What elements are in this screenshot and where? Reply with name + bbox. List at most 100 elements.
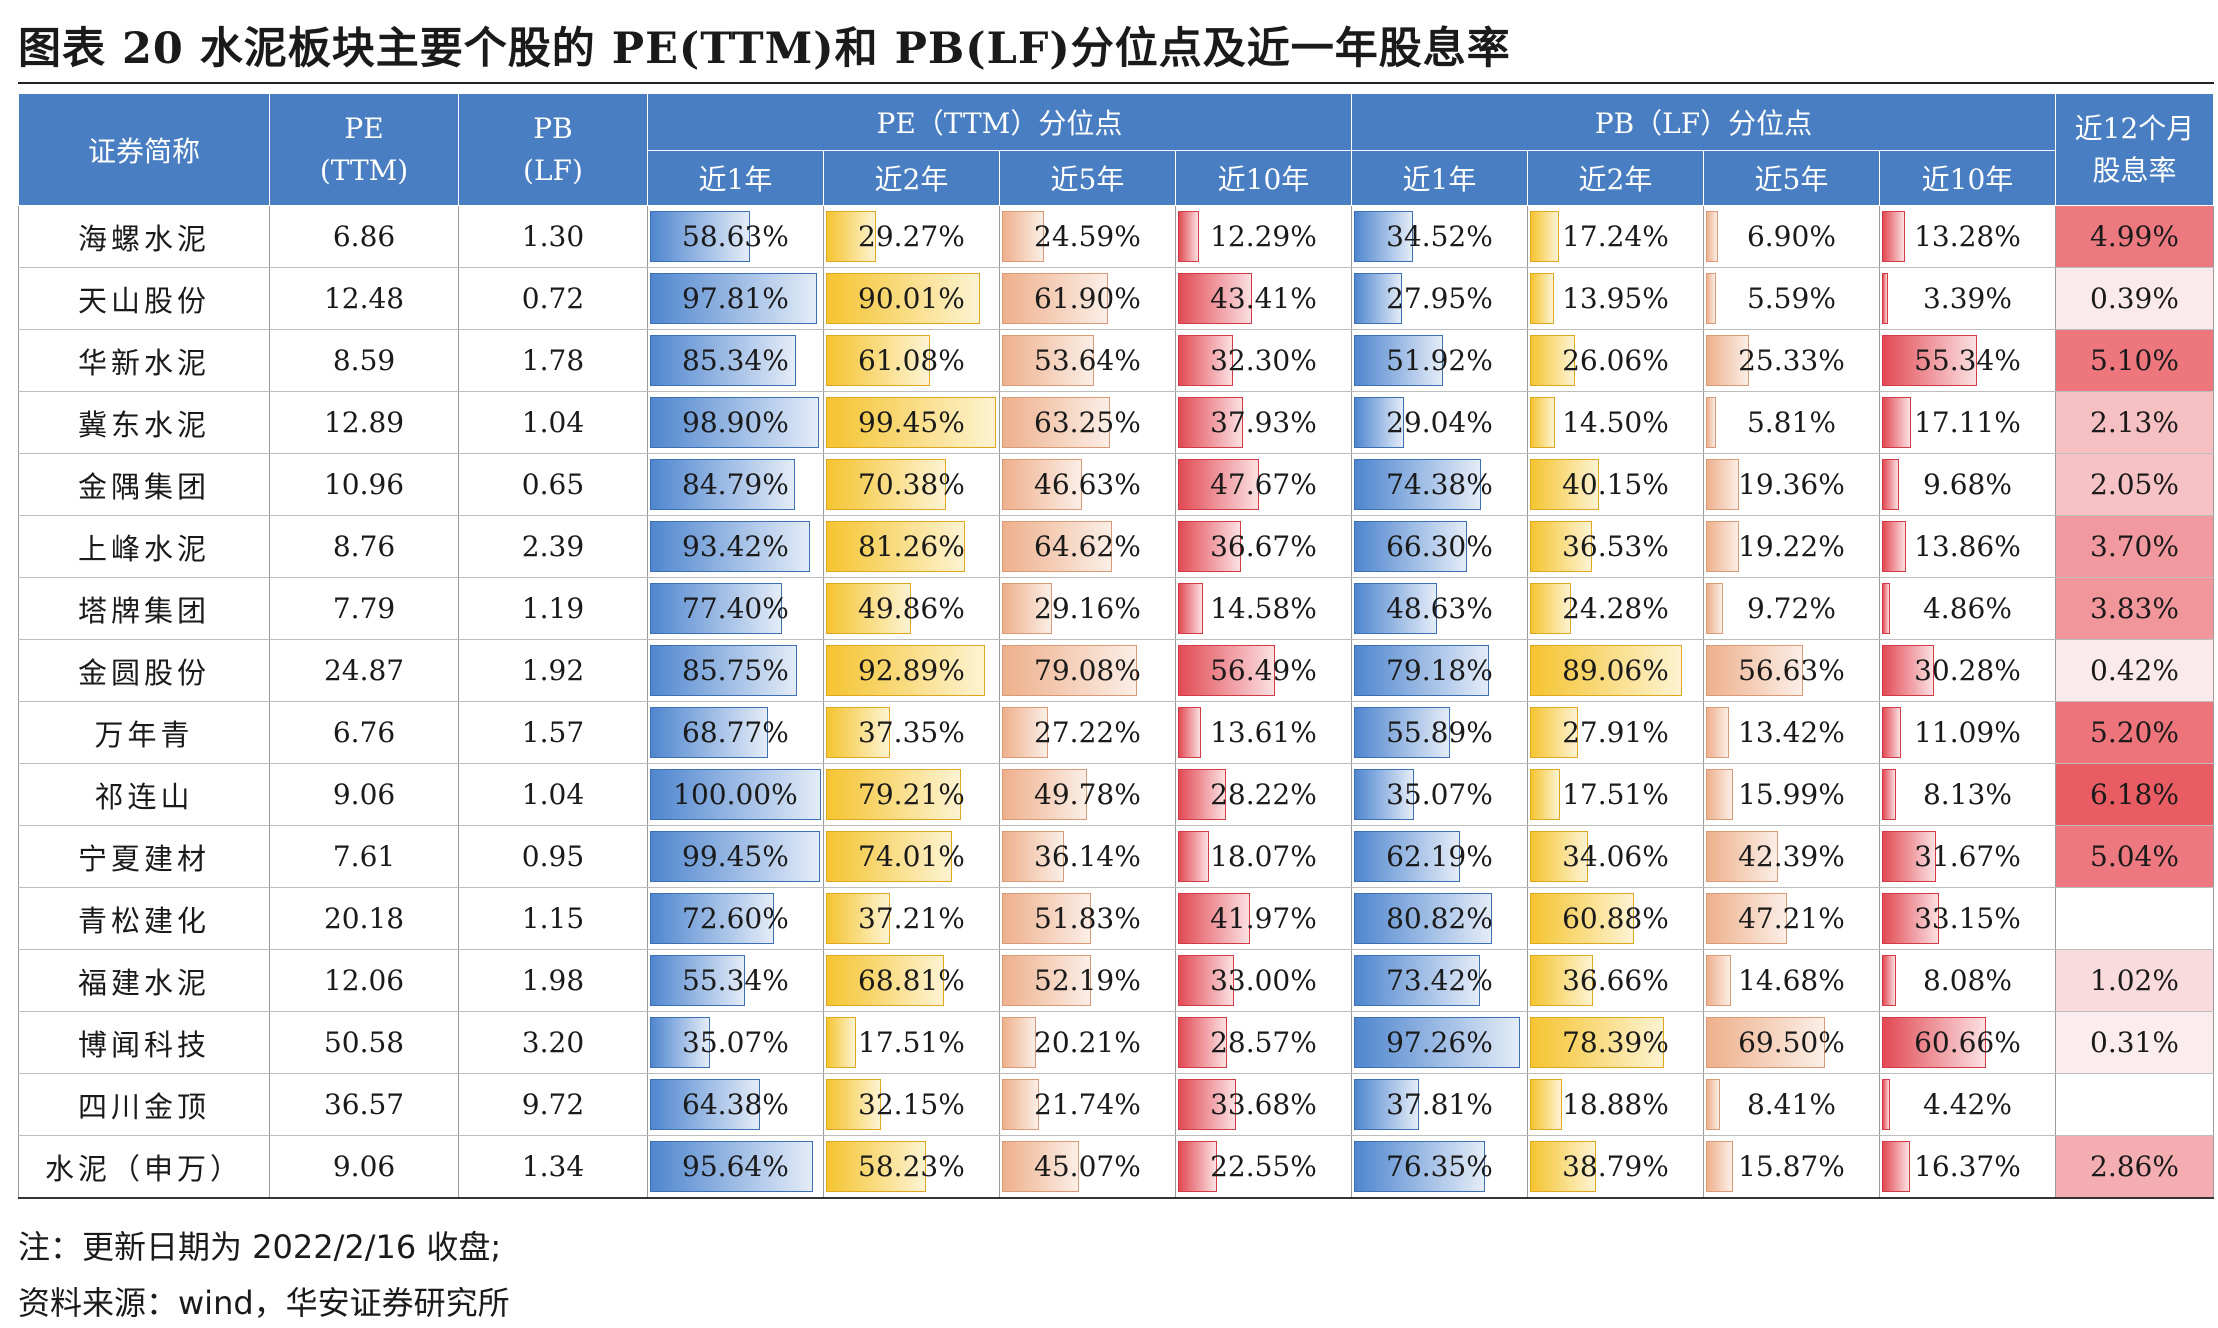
pb-pct-value: 5.81% [1747, 406, 1836, 439]
pe-pct-value: 98.90% [682, 406, 789, 439]
footnote: 注：更新日期为 2022/2/16 收盘; [18, 1222, 501, 1268]
pe-pct-value: 14.58% [1210, 592, 1317, 625]
pe-pct-value: 33.68% [1210, 1088, 1317, 1121]
pb-pct-cell: 89.06% [1527, 640, 1703, 702]
security-name: 四川金顶 [19, 1074, 270, 1136]
pb-pct-bar [1706, 1079, 1720, 1130]
pe-pct-value: 27.22% [1034, 716, 1141, 749]
pb-pct-bar [1530, 397, 1555, 448]
pb-pct-cell: 13.86% [1879, 516, 2055, 578]
pe-pct-cell: 13.61% [1175, 702, 1351, 764]
pb-pct-cell: 19.36% [1703, 454, 1879, 516]
pb-pct-value: 33.15% [1914, 902, 2021, 935]
pb-pct-cell: 3.39% [1879, 268, 2055, 330]
pb-pct-cell: 35.07% [1351, 764, 1527, 826]
pe-ttm-value: 50.58 [270, 1012, 459, 1074]
pe-pct-value: 13.61% [1210, 716, 1317, 749]
pb-pct-value: 74.38% [1386, 468, 1493, 501]
pe-pct-cell: 79.08% [999, 640, 1175, 702]
pb-pct-value: 48.63% [1386, 592, 1493, 625]
security-name: 金圆股份 [19, 640, 270, 702]
pe-pct-value: 28.22% [1210, 778, 1317, 811]
pb-pct-value: 29.04% [1386, 406, 1493, 439]
pb-lf-value: 1.19 [459, 578, 648, 640]
table-row: 华新水泥 8.59 1.78 85.34% 61.08% 53.64% 32.30% 51.9… [19, 330, 2214, 392]
pe-pct-value: 99.45% [858, 406, 965, 439]
pb-pct-value: 60.88% [1562, 902, 1669, 935]
pe-pct-bar [1002, 1017, 1037, 1068]
pe-ttm-value: 7.61 [270, 826, 459, 888]
dividend-yield-value: 2.13% [2055, 392, 2213, 454]
pe-pct-bar [826, 1017, 856, 1068]
header-pe-2y: 近2年 [823, 151, 999, 206]
pe-pct-value: 79.21% [858, 778, 965, 811]
pb-pct-bar [1530, 1079, 1562, 1130]
pb-lf-value: 3.20 [459, 1012, 648, 1074]
table-row: 四川金顶 36.57 9.72 64.38% 32.15% 21.74% 33.68% 37.… [19, 1074, 2214, 1136]
pb-pct-value: 55.89% [1386, 716, 1493, 749]
dividend-yield-value: 3.83% [2055, 578, 2213, 640]
pb-pct-bar [1882, 521, 1906, 572]
pb-pct-cell: 16.37% [1879, 1136, 2055, 1199]
pb-pct-cell: 15.87% [1703, 1136, 1879, 1199]
dividend-yield-value: 0.39% [2055, 268, 2213, 330]
pe-pct-value: 61.08% [858, 344, 965, 377]
header-pe-5y: 近5年 [999, 151, 1175, 206]
table-row: 塔牌集团 7.79 1.19 77.40% 49.86% 29.16% 14.58% 48.6… [19, 578, 2214, 640]
pb-pct-cell: 80.82% [1351, 888, 1527, 950]
pb-pct-value: 13.95% [1562, 282, 1669, 315]
pb-pct-value: 9.72% [1747, 592, 1836, 625]
dividend-yield-value: 2.05% [2055, 454, 2213, 516]
pb-pct-value: 73.42% [1386, 964, 1493, 997]
dividend-yield-value: 5.20% [2055, 702, 2213, 764]
pe-pct-cell: 28.22% [1175, 764, 1351, 826]
pe-pct-value: 37.93% [1210, 406, 1317, 439]
pb-pct-cell: 76.35% [1351, 1136, 1527, 1199]
security-name: 金隅集团 [19, 454, 270, 516]
header-dividend-yield: 近12个月 股息率 [2055, 94, 2213, 206]
pe-pct-value: 85.75% [682, 654, 789, 687]
pe-pct-cell: 79.21% [823, 764, 999, 826]
table-row: 祁连山 9.06 1.04 100.00% 79.21% 49.78% 28.22% 35.0… [19, 764, 2214, 826]
pb-pct-bar [1706, 273, 1716, 324]
pe-pct-cell: 29.27% [823, 206, 999, 268]
security-name: 冀东水泥 [19, 392, 270, 454]
pb-pct-cell: 74.38% [1351, 454, 1527, 516]
pe-pct-cell: 29.16% [999, 578, 1175, 640]
pb-pct-value: 17.51% [1562, 778, 1669, 811]
pe-ttm-value: 9.06 [270, 764, 459, 826]
pe-pct-value: 68.81% [858, 964, 965, 997]
pe-pct-bar [1178, 583, 1203, 634]
pb-pct-cell: 55.34% [1879, 330, 2055, 392]
pe-pct-value: 72.60% [682, 902, 789, 935]
header-pb-10y: 近10年 [1879, 151, 2055, 206]
pb-pct-cell: 66.30% [1351, 516, 1527, 578]
pb-pct-bar [1706, 397, 1716, 448]
pb-pct-cell: 60.66% [1879, 1012, 2055, 1074]
pb-pct-cell: 11.09% [1879, 702, 2055, 764]
pe-pct-value: 93.42% [682, 530, 789, 563]
pe-pct-cell: 90.01% [823, 268, 999, 330]
pb-pct-cell: 36.66% [1527, 950, 1703, 1012]
pb-pct-value: 18.88% [1562, 1088, 1669, 1121]
pb-pct-value: 69.50% [1738, 1026, 1845, 1059]
security-name: 福建水泥 [19, 950, 270, 1012]
pb-lf-value: 9.72 [459, 1074, 648, 1136]
pe-pct-value: 22.55% [1210, 1150, 1317, 1183]
pe-pct-value: 99.45% [682, 840, 789, 873]
security-name: 华新水泥 [19, 330, 270, 392]
pb-pct-bar [1706, 707, 1729, 758]
pb-lf-value: 1.78 [459, 330, 648, 392]
pe-pct-value: 20.21% [1034, 1026, 1141, 1059]
pb-pct-cell: 33.15% [1879, 888, 2055, 950]
pb-pct-value: 79.18% [1386, 654, 1493, 687]
pb-pct-bar [1530, 769, 1560, 820]
pe-ttm-value: 12.48 [270, 268, 459, 330]
pe-pct-cell: 61.08% [823, 330, 999, 392]
pb-pct-cell: 34.06% [1527, 826, 1703, 888]
pe-pct-value: 21.74% [1034, 1088, 1141, 1121]
pb-pct-cell: 30.28% [1879, 640, 2055, 702]
pe-pct-cell: 28.57% [1175, 1012, 1351, 1074]
security-name: 宁夏建材 [19, 826, 270, 888]
pe-pct-cell: 49.86% [823, 578, 999, 640]
